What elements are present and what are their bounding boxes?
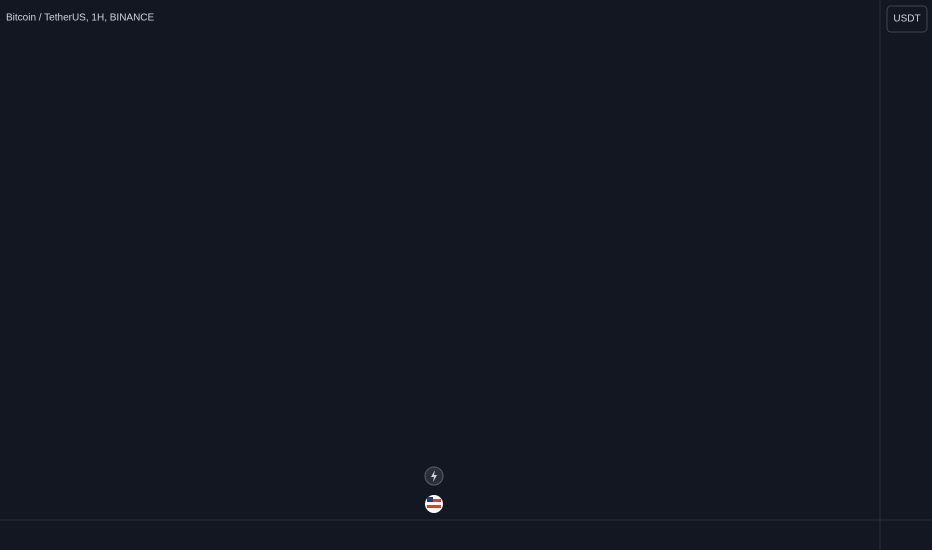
symbol-title: Bitcoin / TetherUS, 1H, BINANCE (6, 13, 155, 24)
event-icon[interactable] (424, 466, 444, 486)
flag-icon[interactable] (425, 495, 443, 513)
currency-button[interactable] (886, 5, 928, 33)
currency-label[interactable]: USDT (893, 14, 920, 25)
